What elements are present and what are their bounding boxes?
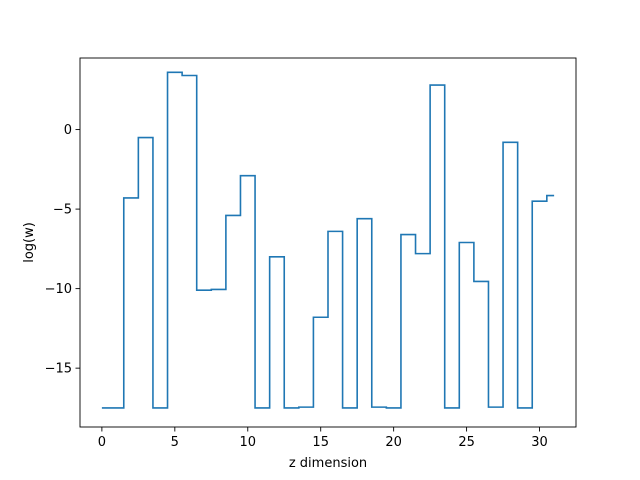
y-tick-label: −15 [45,362,72,377]
x-tick-label: 20 [385,435,402,450]
x-axis: 0 5 10 15 20 25 30 [98,427,548,450]
y-axis-label: log(w) [22,222,37,263]
y-axis: −15 −10 −5 0 [45,123,80,377]
series-line-0 [101,71,555,409]
x-tick-label: 5 [171,435,179,450]
x-tick-label: 25 [458,435,475,450]
x-axis-label: z dimension [289,456,367,471]
y-tick-label: −10 [45,282,72,297]
x-tick-label: 0 [98,435,106,450]
y-tick-label: 0 [64,123,72,138]
series-layer [101,71,555,409]
x-tick-label: 30 [531,435,548,450]
plot-frame [79,57,577,428]
x-tick-label: 15 [312,435,329,450]
y-tick-label: −5 [53,203,72,218]
x-tick-label: 10 [239,435,256,450]
